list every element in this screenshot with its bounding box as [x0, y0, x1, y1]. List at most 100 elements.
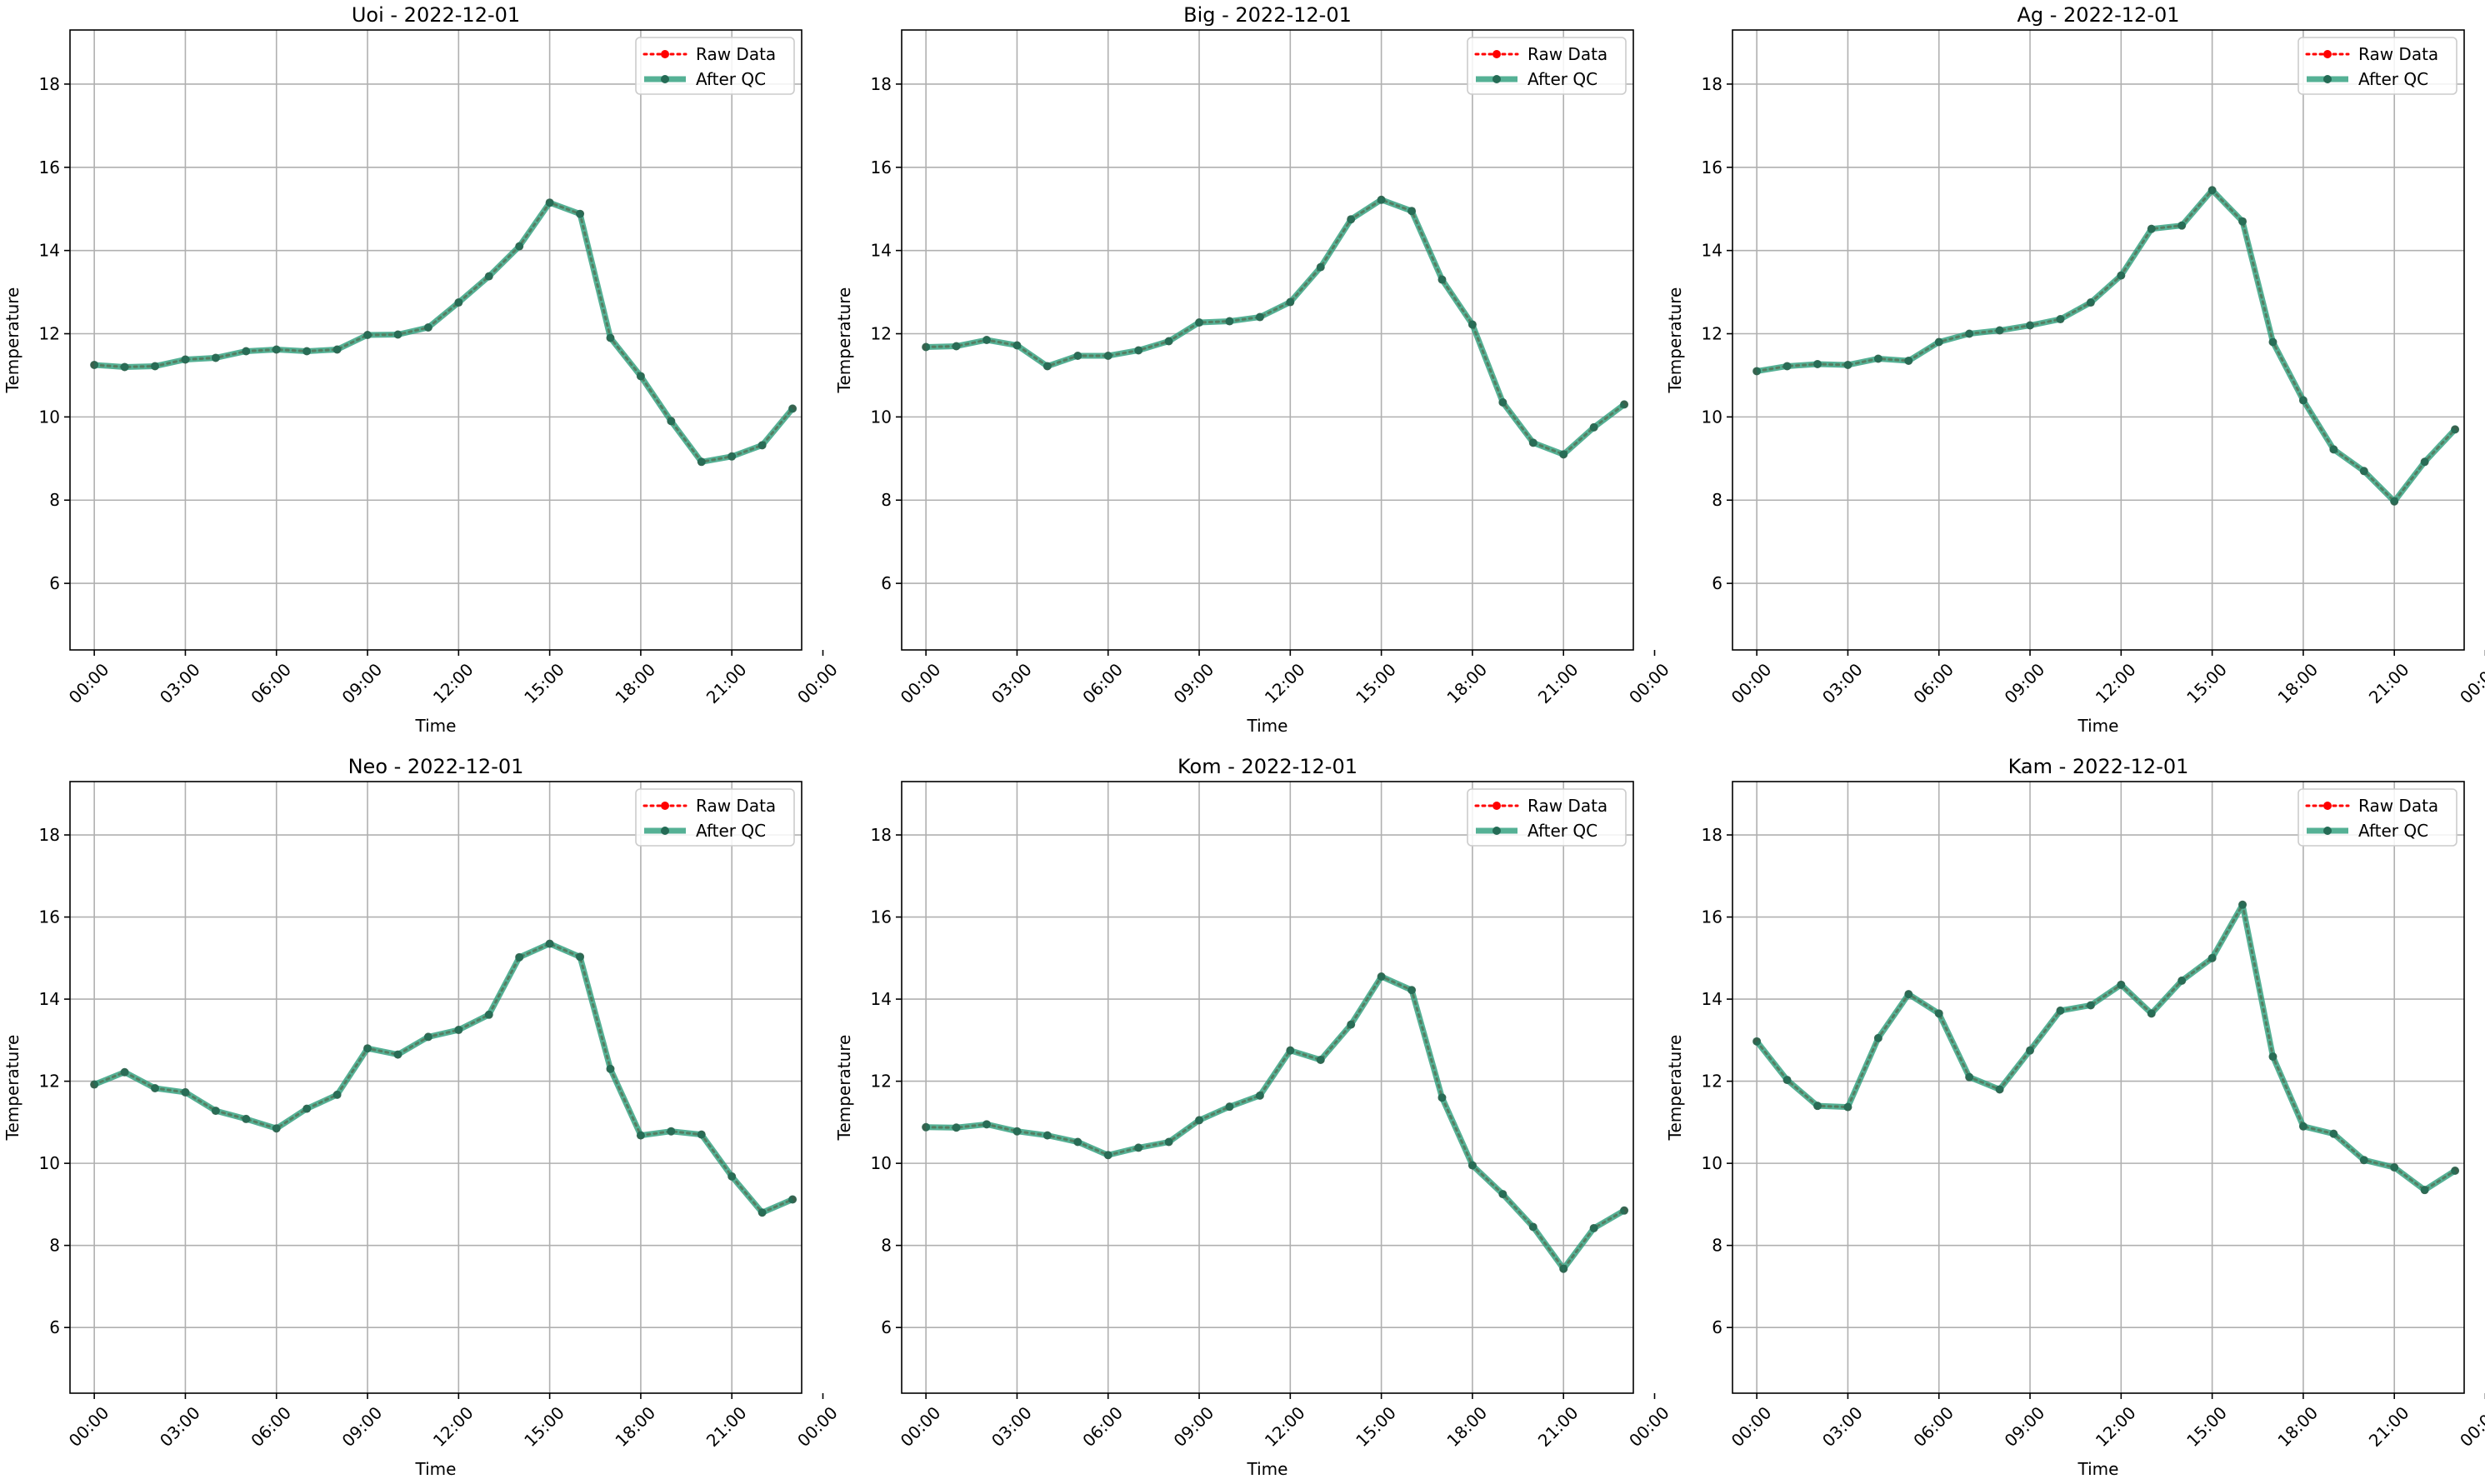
data-point	[922, 1122, 931, 1132]
data-point	[728, 452, 737, 461]
data-point	[181, 355, 190, 364]
data-point	[423, 323, 432, 332]
legend-marker-after-qc	[1492, 75, 1501, 83]
x-tick-label: 00:00	[793, 1402, 842, 1451]
series-after-qc	[90, 198, 798, 467]
data-point	[1164, 337, 1173, 346]
data-point	[1438, 1093, 1447, 1102]
y-tick-label: 10	[1702, 1153, 1722, 1173]
data-point	[363, 331, 372, 340]
data-point	[2268, 1052, 2278, 1062]
x-tick-label: 18:00	[611, 1402, 659, 1451]
data-point	[211, 353, 220, 362]
data-point	[272, 345, 281, 354]
data-point	[1468, 1161, 1477, 1170]
data-point	[1528, 438, 1538, 447]
data-point	[2298, 1122, 2308, 1131]
data-point	[606, 333, 615, 342]
data-point	[1934, 1009, 1943, 1018]
x-tick-label: 00:00	[2456, 659, 2485, 707]
y-tick-label: 14	[1702, 989, 1722, 1009]
data-point	[2208, 953, 2217, 962]
x-axis-label: Time	[2078, 1459, 2119, 1479]
data-point	[1813, 1102, 1822, 1111]
series-after-qc	[922, 972, 1629, 1273]
data-point	[1468, 320, 1477, 329]
data-point	[2086, 1001, 2095, 1010]
y-tick-label: 16	[39, 157, 60, 177]
x-tick-label: 00:00	[1728, 1402, 1776, 1451]
data-point	[952, 1123, 961, 1132]
data-point	[1752, 367, 1762, 376]
x-tick-label: 21:00	[1534, 659, 1582, 707]
data-point	[576, 209, 585, 218]
y-tick-label: 10	[39, 407, 60, 427]
x-tick-label: 12:00	[2092, 1402, 2140, 1451]
y-tick-label: 6	[881, 573, 892, 593]
data-point	[1134, 1143, 1143, 1152]
legend-label-raw-data: Raw Data	[2358, 796, 2438, 816]
data-point	[211, 1107, 220, 1116]
x-tick-label: 03:00	[1818, 659, 1867, 707]
y-tick-label: 18	[871, 825, 892, 845]
x-tick-label: 00:00	[897, 1402, 945, 1451]
x-tick-label: 00:00	[1728, 659, 1776, 707]
data-point	[788, 1195, 798, 1204]
data-point	[120, 1067, 129, 1077]
y-tick-label: 8	[1712, 490, 1722, 510]
x-tick-label: 03:00	[988, 659, 1036, 707]
legend: Raw Data After QC	[1467, 788, 1627, 847]
data-point	[1934, 337, 1943, 347]
x-tick-label: 09:00	[2001, 1402, 2049, 1451]
y-tick-label: 12	[39, 324, 60, 344]
chart-panel-1: 00:00 03:00 06:00 09:00 12:00 15:00 18:00 21:00…	[2, 3, 842, 736]
series-raw-data	[90, 940, 797, 1217]
y-tick-label: 6	[1712, 1317, 1722, 1337]
data-point	[2420, 457, 2429, 467]
data-point	[788, 404, 798, 413]
x-tick-label: 18:00	[2273, 659, 2322, 707]
data-point	[1255, 1091, 1264, 1100]
data-point	[1873, 1033, 1882, 1042]
y-tick-label: 14	[871, 989, 892, 1009]
data-point	[1103, 351, 1112, 360]
legend-label-after-qc: After QC	[696, 69, 766, 89]
data-point	[151, 362, 160, 371]
data-point	[1195, 1116, 1204, 1125]
y-tick-label: 8	[881, 1236, 892, 1256]
series-line	[924, 198, 1626, 457]
data-point	[1408, 986, 1417, 995]
data-point	[2117, 980, 2126, 989]
data-point	[363, 1044, 372, 1053]
x-tick-label: 15:00	[2182, 1402, 2231, 1451]
plot-area-frame	[901, 29, 1634, 651]
x-tick-label: 09:00	[338, 659, 387, 707]
series-raw-data	[922, 972, 1628, 1273]
series-line	[924, 975, 1626, 1272]
y-tick-label: 12	[1702, 1072, 1722, 1092]
data-point	[1904, 356, 1913, 365]
legend-marker-after-qc	[1492, 827, 1501, 835]
x-tick-label: 15:00	[520, 659, 568, 707]
x-axis-label: Time	[415, 716, 457, 736]
x-tick-label: 00:00	[897, 659, 945, 707]
x-tick-label: 12:00	[1261, 1402, 1309, 1451]
legend-marker-raw-data	[2323, 50, 2332, 58]
x-tick-label: 06:00	[1909, 659, 1958, 707]
x-tick-label: 00:00	[1625, 659, 1673, 707]
data-point	[1134, 346, 1143, 355]
x-tick-label: 21:00	[2365, 659, 2413, 707]
legend-label-after-qc: After QC	[696, 821, 766, 841]
data-point	[1782, 362, 1792, 371]
data-point	[576, 952, 585, 962]
data-point	[302, 347, 312, 356]
legend: Raw Data After QC	[2298, 37, 2458, 95]
data-point	[1195, 318, 1204, 327]
x-tick-label: 21:00	[702, 659, 751, 707]
data-point	[1073, 351, 1082, 360]
data-point	[1873, 354, 1882, 363]
data-point	[454, 298, 463, 307]
legend-marker-after-qc	[661, 75, 669, 83]
legend: Raw Data After QC	[635, 788, 795, 847]
